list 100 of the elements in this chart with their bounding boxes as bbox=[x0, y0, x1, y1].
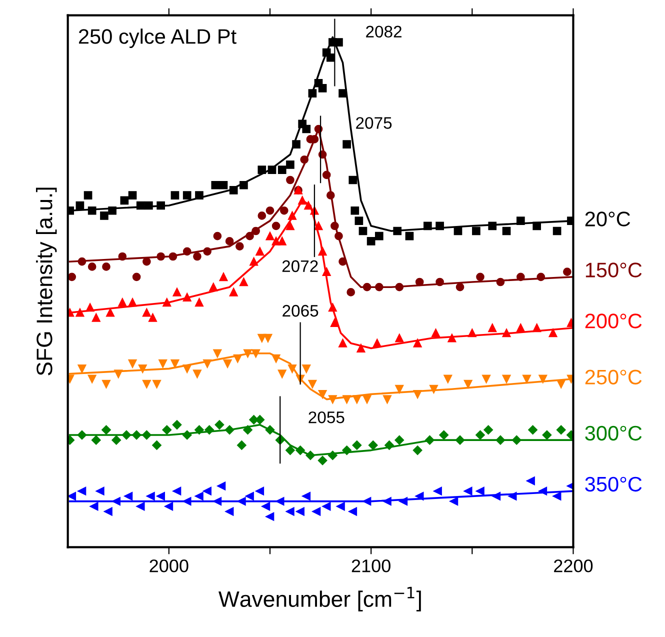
point bbox=[415, 492, 424, 500]
point bbox=[203, 486, 212, 496]
annotation: 2065 bbox=[282, 304, 318, 317]
y-axis-title: SFG Intensity [a.u.] bbox=[36, 188, 57, 376]
point bbox=[312, 507, 321, 516]
point bbox=[219, 180, 228, 190]
point bbox=[484, 425, 493, 435]
point bbox=[195, 492, 204, 500]
point bbox=[255, 415, 265, 424]
point bbox=[346, 288, 356, 296]
point bbox=[394, 435, 404, 445]
point bbox=[286, 507, 294, 516]
point bbox=[322, 502, 331, 511]
point bbox=[162, 425, 172, 435]
point bbox=[90, 502, 98, 511]
point bbox=[100, 212, 108, 220]
point bbox=[213, 232, 222, 240]
point bbox=[266, 206, 274, 215]
series-label: 250°C bbox=[585, 370, 642, 384]
point bbox=[258, 212, 266, 220]
point bbox=[148, 314, 157, 322]
point bbox=[106, 308, 114, 317]
point bbox=[102, 380, 110, 388]
annotation: 2055 bbox=[308, 411, 344, 424]
point bbox=[352, 440, 362, 450]
point bbox=[368, 440, 378, 450]
point bbox=[229, 288, 238, 296]
point bbox=[158, 359, 168, 368]
point bbox=[296, 507, 304, 516]
point bbox=[548, 328, 558, 338]
point bbox=[262, 502, 270, 511]
point bbox=[78, 364, 86, 373]
chart-title: 250 cylce ALD Pt bbox=[78, 28, 236, 48]
point bbox=[278, 237, 286, 246]
x-tick-label: 2100 bbox=[352, 559, 390, 572]
point bbox=[78, 486, 86, 496]
point bbox=[213, 349, 222, 358]
point bbox=[132, 272, 141, 282]
point bbox=[266, 512, 274, 521]
point bbox=[225, 507, 234, 516]
point bbox=[412, 446, 422, 455]
point bbox=[92, 314, 100, 322]
point bbox=[278, 166, 286, 174]
point bbox=[170, 359, 180, 368]
point bbox=[448, 334, 456, 342]
point bbox=[76, 308, 84, 317]
point bbox=[472, 226, 480, 236]
series-label: 300°C bbox=[585, 426, 642, 441]
point bbox=[556, 425, 566, 435]
point bbox=[280, 206, 288, 215]
point bbox=[266, 232, 274, 240]
point bbox=[405, 232, 414, 240]
point bbox=[502, 226, 511, 236]
point bbox=[358, 226, 368, 236]
point bbox=[362, 395, 372, 404]
point bbox=[366, 237, 376, 246]
point bbox=[374, 232, 384, 240]
annotation: 2082 bbox=[366, 26, 402, 38]
point bbox=[302, 492, 311, 500]
point bbox=[302, 124, 311, 134]
point bbox=[516, 324, 525, 332]
point bbox=[350, 206, 360, 215]
point bbox=[256, 486, 264, 496]
point bbox=[68, 492, 76, 500]
point bbox=[152, 440, 162, 450]
point bbox=[563, 268, 572, 276]
point bbox=[318, 390, 327, 398]
point bbox=[193, 252, 202, 261]
point bbox=[326, 53, 335, 62]
point bbox=[142, 257, 151, 266]
point bbox=[92, 435, 101, 445]
point bbox=[542, 430, 552, 440]
point bbox=[286, 176, 294, 184]
point bbox=[193, 370, 202, 378]
point bbox=[120, 196, 129, 205]
point bbox=[476, 272, 484, 282]
point bbox=[434, 486, 442, 496]
point bbox=[76, 201, 84, 210]
point bbox=[383, 395, 392, 404]
point bbox=[68, 272, 76, 282]
point bbox=[476, 486, 484, 496]
point bbox=[464, 486, 472, 496]
point bbox=[102, 425, 111, 435]
point bbox=[96, 486, 104, 496]
point bbox=[118, 298, 127, 307]
annotation: 2075 bbox=[356, 117, 392, 129]
point bbox=[240, 278, 248, 286]
point bbox=[124, 492, 133, 500]
point bbox=[318, 456, 328, 466]
point bbox=[243, 425, 252, 435]
point bbox=[112, 435, 121, 445]
point bbox=[413, 339, 422, 348]
x-axis-title: Wavenumber [cm$^{−1}$] bbox=[218, 586, 421, 612]
point bbox=[528, 425, 538, 435]
point bbox=[272, 222, 280, 230]
point bbox=[223, 359, 232, 368]
point bbox=[264, 334, 272, 342]
x-tick-label: 2000 bbox=[150, 559, 188, 572]
point bbox=[395, 384, 404, 394]
point bbox=[334, 38, 343, 46]
